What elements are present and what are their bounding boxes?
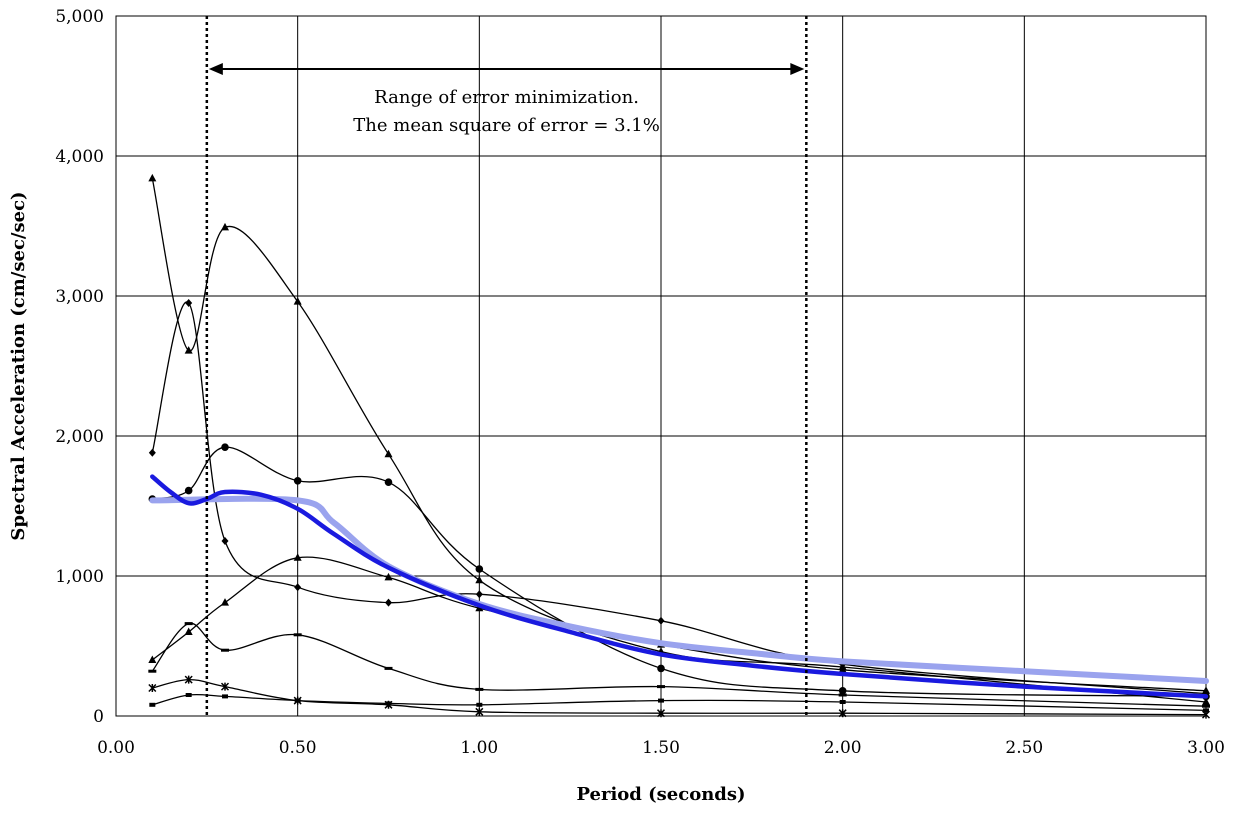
- data-point-square: [1203, 708, 1209, 713]
- data-point-star: [220, 682, 230, 691]
- data-point-triangle: [148, 173, 157, 182]
- x-tick-label: 2.00: [824, 738, 862, 758]
- series-5: [148, 622, 1210, 708]
- data-point-dash: [148, 669, 157, 673]
- series-line: [151, 446, 1207, 698]
- data-point-circle: [221, 443, 229, 452]
- series-7: [149, 693, 1209, 713]
- data-point-triangle: [293, 297, 302, 305]
- x-tick-label: 2.50: [1005, 738, 1043, 758]
- arrow-head-left: [208, 63, 223, 75]
- annotation-layer: Range of error minimization. The mean sq…: [205, 16, 808, 716]
- data-point-circle: [293, 477, 302, 485]
- data-point-square: [149, 702, 156, 707]
- data-point-diamond: [475, 590, 483, 599]
- data-point-triangle: [184, 627, 193, 635]
- y-tick-labels: 0 1,000 2,000 3,000 4,000 5,000: [55, 7, 104, 727]
- data-point-square: [294, 698, 301, 703]
- data-point-triangle: [384, 572, 393, 581]
- data-point-square: [839, 700, 846, 704]
- data-point-diamond: [185, 299, 193, 307]
- series-line: [149, 495, 1209, 684]
- data-point-dash: [293, 633, 302, 637]
- data-point-triangle: [184, 346, 193, 354]
- data-point-diamond: [221, 537, 229, 545]
- data-point-triangle: [221, 598, 229, 606]
- grid-layer: [116, 16, 1206, 716]
- x-tick-label: 0.50: [279, 738, 317, 758]
- arrow-head-right: [790, 63, 805, 75]
- data-point-dash: [184, 622, 193, 626]
- x-axis-title: Period (seconds): [576, 784, 745, 805]
- data-point-dash: [657, 685, 665, 689]
- annotation-line-2: The mean square of error = 3.1%: [353, 115, 660, 136]
- data-point-triangle: [1202, 686, 1210, 694]
- data-point-circle: [657, 664, 665, 673]
- data-point-circle: [475, 565, 484, 573]
- x-tick-label: 3.00: [1187, 738, 1225, 758]
- y-tick-label: 0: [93, 707, 104, 727]
- y-tick-label: 2,000: [55, 427, 104, 447]
- data-point-circle: [384, 478, 393, 487]
- data-point-dash: [384, 666, 393, 670]
- y-tick-label: 3,000: [55, 287, 104, 307]
- x-tick-label: 1.00: [460, 738, 498, 758]
- data-point-dash: [1202, 704, 1210, 708]
- x-tick-label: 1.50: [642, 738, 680, 758]
- y-tick-label: 1,000: [55, 567, 104, 587]
- data-point-square: [385, 701, 392, 706]
- data-point-square: [222, 694, 228, 699]
- data-point-triangle: [293, 553, 302, 561]
- x-tick-label: 0.00: [97, 738, 135, 758]
- data-point-triangle: [221, 222, 229, 231]
- data-point-dash: [221, 648, 229, 652]
- data-point-diamond: [294, 583, 302, 592]
- data-point-square: [185, 693, 192, 697]
- data-point-triangle: [384, 449, 393, 458]
- data-point-circle: [184, 486, 193, 495]
- data-point-dash: [475, 687, 484, 691]
- data-point-square: [658, 698, 664, 703]
- y-axis-title: Spectral Acceleration (cm/sec/sec): [8, 191, 29, 540]
- data-point-triangle: [148, 655, 157, 663]
- series-layer: [148, 173, 1211, 719]
- y-tick-label: 5,000: [55, 7, 104, 27]
- data-point-triangle: [1202, 697, 1210, 705]
- data-point-diamond: [385, 598, 392, 607]
- annotation-line-1: Range of error minimization.: [374, 87, 639, 108]
- data-point-dash: [838, 693, 847, 697]
- data-point-star: [656, 709, 666, 718]
- data-point-triangle: [838, 665, 847, 673]
- data-point-star: [475, 707, 484, 716]
- data-point-diamond: [657, 616, 665, 625]
- series-9: [150, 474, 1209, 699]
- series-line: [150, 474, 1209, 699]
- data-point-star: [838, 709, 847, 718]
- data-point-diamond: [148, 448, 156, 457]
- data-point-triangle: [475, 575, 484, 584]
- data-point-square: [476, 702, 483, 707]
- series-8: [149, 495, 1209, 684]
- series-3: [148, 443, 1210, 701]
- y-tick-label: 4,000: [55, 147, 104, 167]
- data-point-star: [184, 675, 193, 684]
- data-point-circle: [838, 687, 847, 695]
- x-tick-labels: 0.00 0.50 1.00 1.50 2.00 2.50 3.00: [97, 738, 1225, 758]
- series-4: [148, 553, 1210, 694]
- data-point-star: [148, 683, 157, 693]
